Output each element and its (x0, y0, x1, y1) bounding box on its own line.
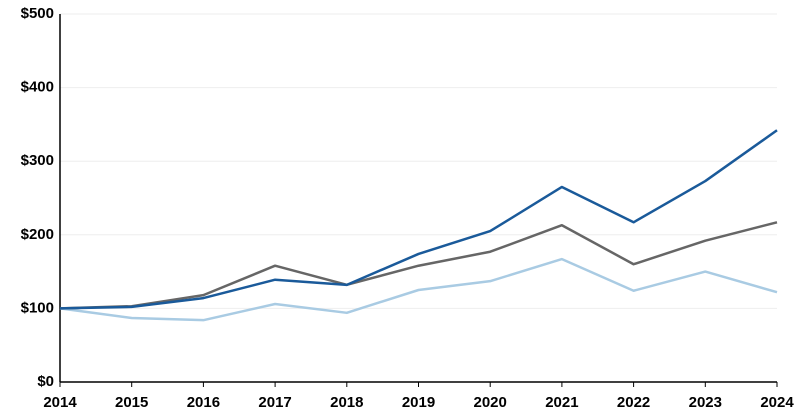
x-tick-label: 2014 (43, 394, 77, 411)
x-tick-label: 2022 (617, 394, 650, 411)
series-line (59, 129, 778, 310)
x-tick-label: 2016 (187, 394, 220, 411)
y-tick-label: $0 (37, 373, 54, 390)
x-tick-label: 2015 (115, 394, 148, 411)
x-tick-label: 2021 (545, 394, 578, 411)
x-tick-label: 2017 (258, 394, 291, 411)
y-tick-label: $100 (21, 299, 54, 316)
series-line (59, 221, 778, 310)
x-tick-label: 2023 (689, 394, 722, 411)
x-tick-label: 2019 (402, 394, 435, 411)
x-tick-label: 2024 (760, 394, 794, 411)
series-line (59, 257, 778, 322)
y-tick-label: $500 (21, 5, 54, 22)
y-tick-label: $400 (21, 79, 54, 96)
y-tick-label: $200 (21, 226, 54, 243)
x-tick-label: 2020 (474, 394, 507, 411)
x-tick-label: 2018 (330, 394, 363, 411)
y-tick-label: $300 (21, 152, 54, 169)
